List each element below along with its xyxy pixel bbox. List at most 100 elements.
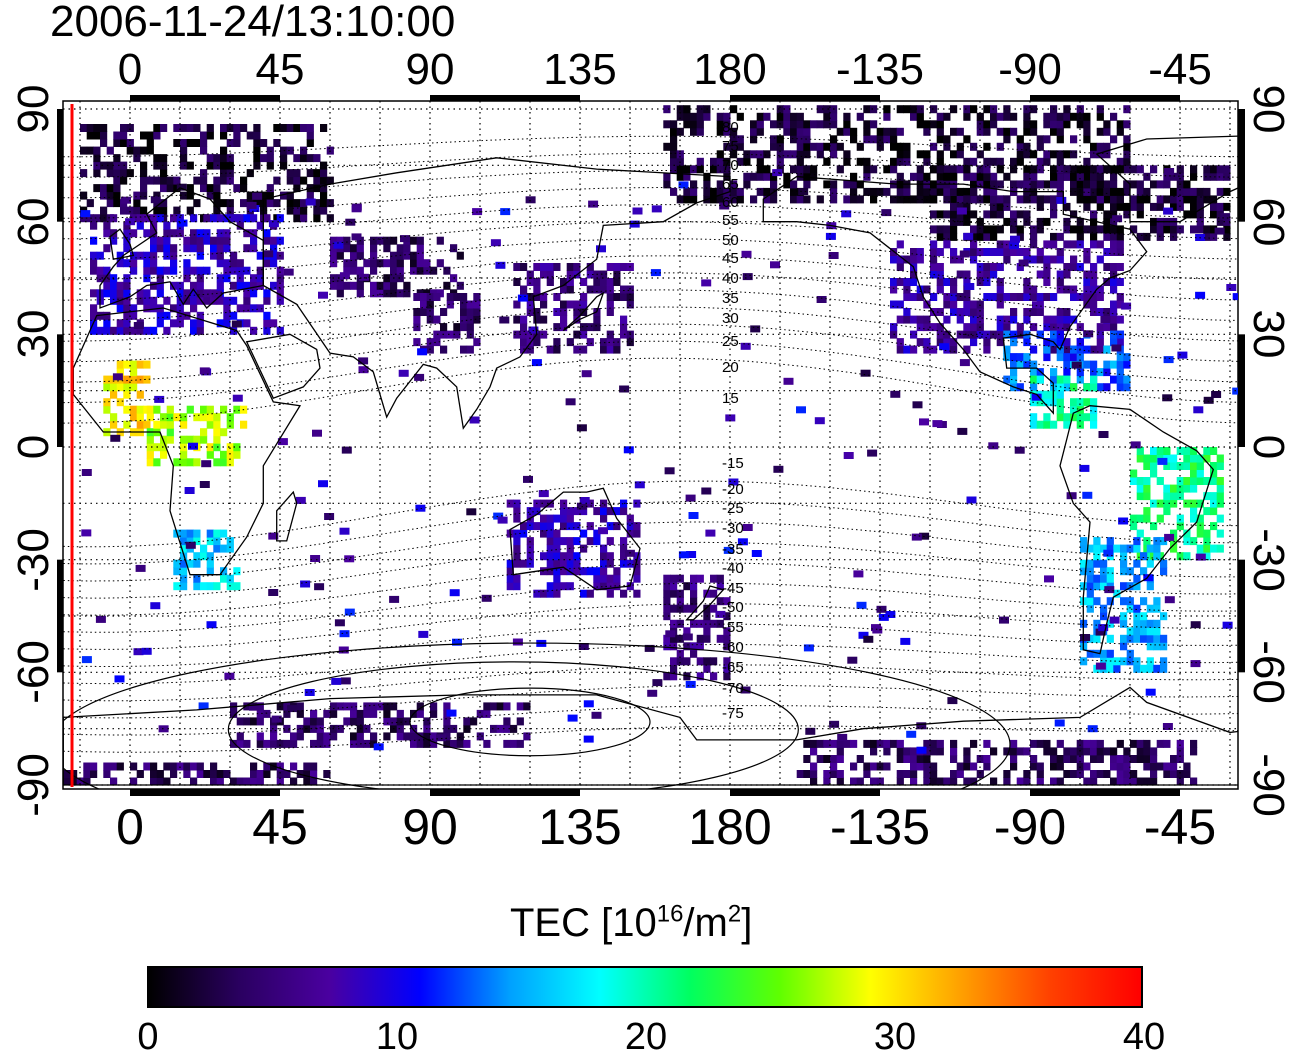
tec-cell [1110, 777, 1118, 786]
tec-cell [633, 559, 641, 568]
tec-cell [1143, 454, 1151, 463]
tec-cell [206, 184, 214, 193]
tec-cell [1036, 142, 1044, 151]
tec-cell [1003, 323, 1011, 332]
tec-cell [580, 589, 588, 598]
tec-cell [186, 559, 194, 568]
tec-cell [520, 345, 528, 354]
tec-cell [930, 777, 938, 786]
tec-cell [1090, 755, 1098, 763]
tec-cell [440, 323, 448, 332]
tec-cell [600, 278, 608, 286]
tec-cell [626, 293, 634, 301]
tec-cell [885, 611, 896, 618]
tec-cell [990, 180, 998, 189]
tec-cell [246, 131, 254, 140]
tec-cell [936, 210, 944, 219]
tec-cell [80, 214, 88, 223]
tec-cell [1190, 195, 1198, 204]
tec-cell [310, 709, 318, 718]
tec-cell [1120, 582, 1128, 591]
tec-cell [1095, 662, 1106, 670]
tec-cell [150, 281, 158, 290]
tec-cell [1056, 413, 1064, 422]
tec-cell [1196, 210, 1204, 219]
tec-cell [456, 739, 464, 748]
tec-cell [1160, 657, 1168, 666]
tec-cell [1103, 210, 1111, 219]
tec-cell [350, 732, 358, 741]
tec-cell [573, 300, 581, 309]
tec-cell [1140, 597, 1148, 606]
mlat-label: 60 [722, 194, 739, 211]
tec-cell [1203, 165, 1211, 174]
tec-cell [1063, 112, 1071, 121]
tec-cell [963, 755, 971, 763]
tec-cell [586, 522, 594, 531]
tec-cell [626, 338, 634, 347]
tec-cell [1120, 619, 1128, 628]
tec-cell [1113, 589, 1121, 598]
tec-cell [143, 266, 151, 275]
tec-cell [546, 537, 554, 546]
tec-cell [186, 191, 194, 200]
tec-cell [300, 206, 308, 215]
tec-cell [280, 191, 288, 200]
tec-cell [243, 702, 251, 711]
tec-cell [1056, 353, 1064, 362]
tec-cell [186, 529, 194, 538]
tec-cell [196, 236, 204, 245]
tec-cell [336, 251, 344, 260]
tec-cell [1083, 398, 1091, 407]
lon-label-top: -45 [1148, 45, 1212, 94]
tec-cell [143, 304, 151, 313]
tec-cell [1070, 285, 1078, 294]
tec-cell [156, 311, 164, 320]
tec-cell [923, 157, 931, 166]
tec-cell [1076, 225, 1084, 234]
tec-cell [1156, 225, 1164, 234]
tec-cell [903, 293, 911, 301]
tec-cell [1170, 187, 1178, 196]
tec-cell [190, 281, 198, 290]
tec-cell [790, 187, 798, 196]
tec-cell [850, 135, 858, 144]
tec-cell [1183, 529, 1191, 538]
tec-cell [676, 172, 684, 181]
tec-cell [163, 251, 171, 260]
tec-cell [963, 330, 971, 339]
tec-cell [200, 131, 208, 140]
tec-cell [936, 225, 944, 234]
tec-cell [1056, 375, 1064, 384]
tec-cell [1150, 747, 1158, 756]
tec-cell [230, 709, 238, 718]
tec-cell [86, 124, 94, 132]
tec-cell [910, 172, 918, 181]
tec-cell [910, 105, 918, 114]
tec-cell [1010, 235, 1020, 243]
tec-cell [546, 529, 554, 538]
tec-cell [1116, 157, 1124, 166]
tec-cell [903, 150, 911, 159]
tec-cell [586, 270, 594, 279]
tec-cell [193, 574, 201, 583]
tec-cell [410, 236, 418, 245]
tec-cell [606, 338, 614, 347]
tec-cell [790, 150, 798, 159]
tec-cell [123, 221, 131, 230]
tec-cell [1016, 323, 1024, 332]
tec-cell [1076, 368, 1084, 377]
tec-cell [553, 293, 561, 301]
tec-cell [983, 105, 991, 114]
tec-cell [1003, 195, 1011, 204]
tec-cell [250, 717, 258, 726]
tec-cell [863, 187, 871, 196]
tec-cell [1056, 135, 1064, 144]
tec-cell [1103, 195, 1111, 204]
tec-cell [180, 537, 188, 546]
tec-cell [1123, 157, 1131, 166]
tec-cell [1096, 330, 1104, 339]
tec-cell [304, 689, 315, 696]
tec-cell [200, 184, 208, 193]
tec-cell [1140, 664, 1148, 673]
